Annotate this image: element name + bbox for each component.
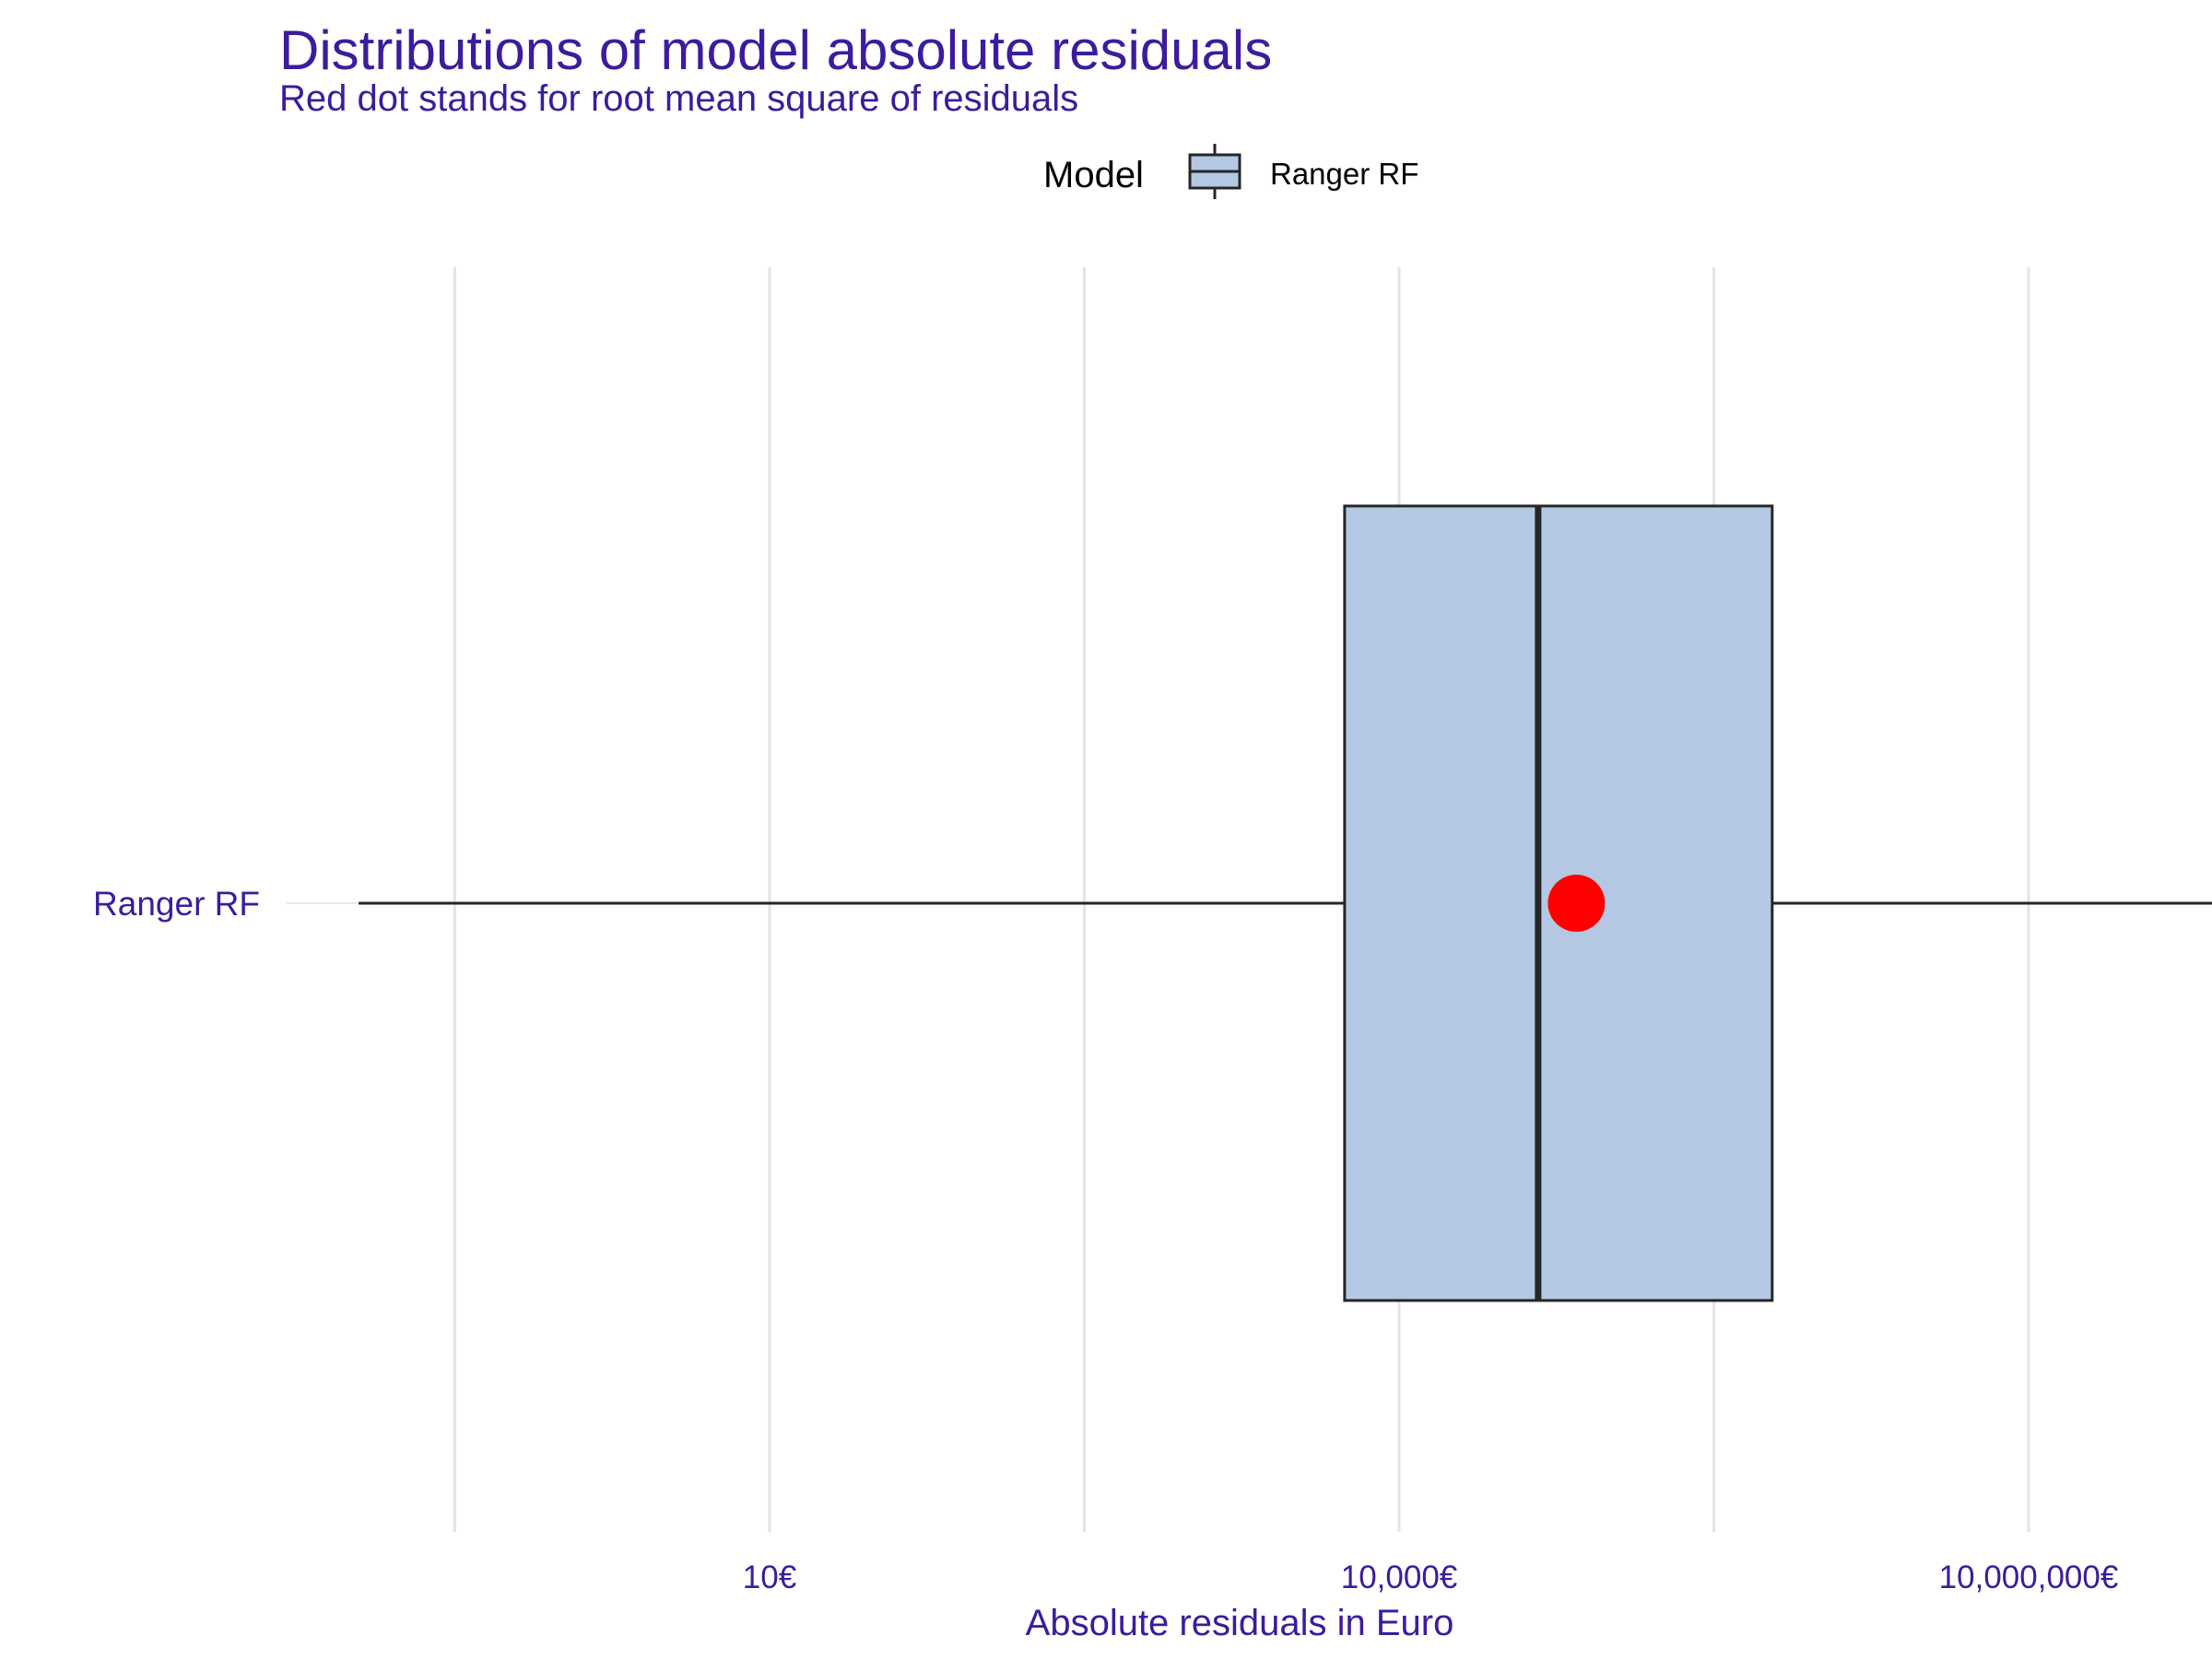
- boxplot-ranger-rf: [359, 504, 2212, 1302]
- x-tick-labels: 10€ 10,000€ 10,000,000€: [743, 1559, 2119, 1595]
- legend: Model Ranger RF: [1043, 144, 1418, 199]
- x-tick-label-2: 10,000,000€: [1939, 1559, 2119, 1595]
- x-axis-title: Absolute residuals in Euro: [1026, 1603, 1454, 1643]
- y-tick-labels: Ranger RF: [93, 885, 260, 923]
- chart-subtitle: Red dot stands for root mean square of r…: [279, 78, 1078, 119]
- plot-area: [359, 504, 2212, 1302]
- x-tick-label-1: 10,000€: [1341, 1559, 1458, 1595]
- legend-title: Model: [1043, 155, 1144, 195]
- y-tick-label-0: Ranger RF: [93, 885, 260, 923]
- legend-key: [1188, 144, 1241, 199]
- x-tick-label-0: 10€: [743, 1559, 796, 1595]
- chart-title: Distributions of model absolute residual…: [279, 19, 1272, 81]
- grid: [286, 267, 2203, 1532]
- rmse-point: [1547, 875, 1606, 932]
- legend-entry-ranger-rf: Ranger RF: [1270, 157, 1418, 191]
